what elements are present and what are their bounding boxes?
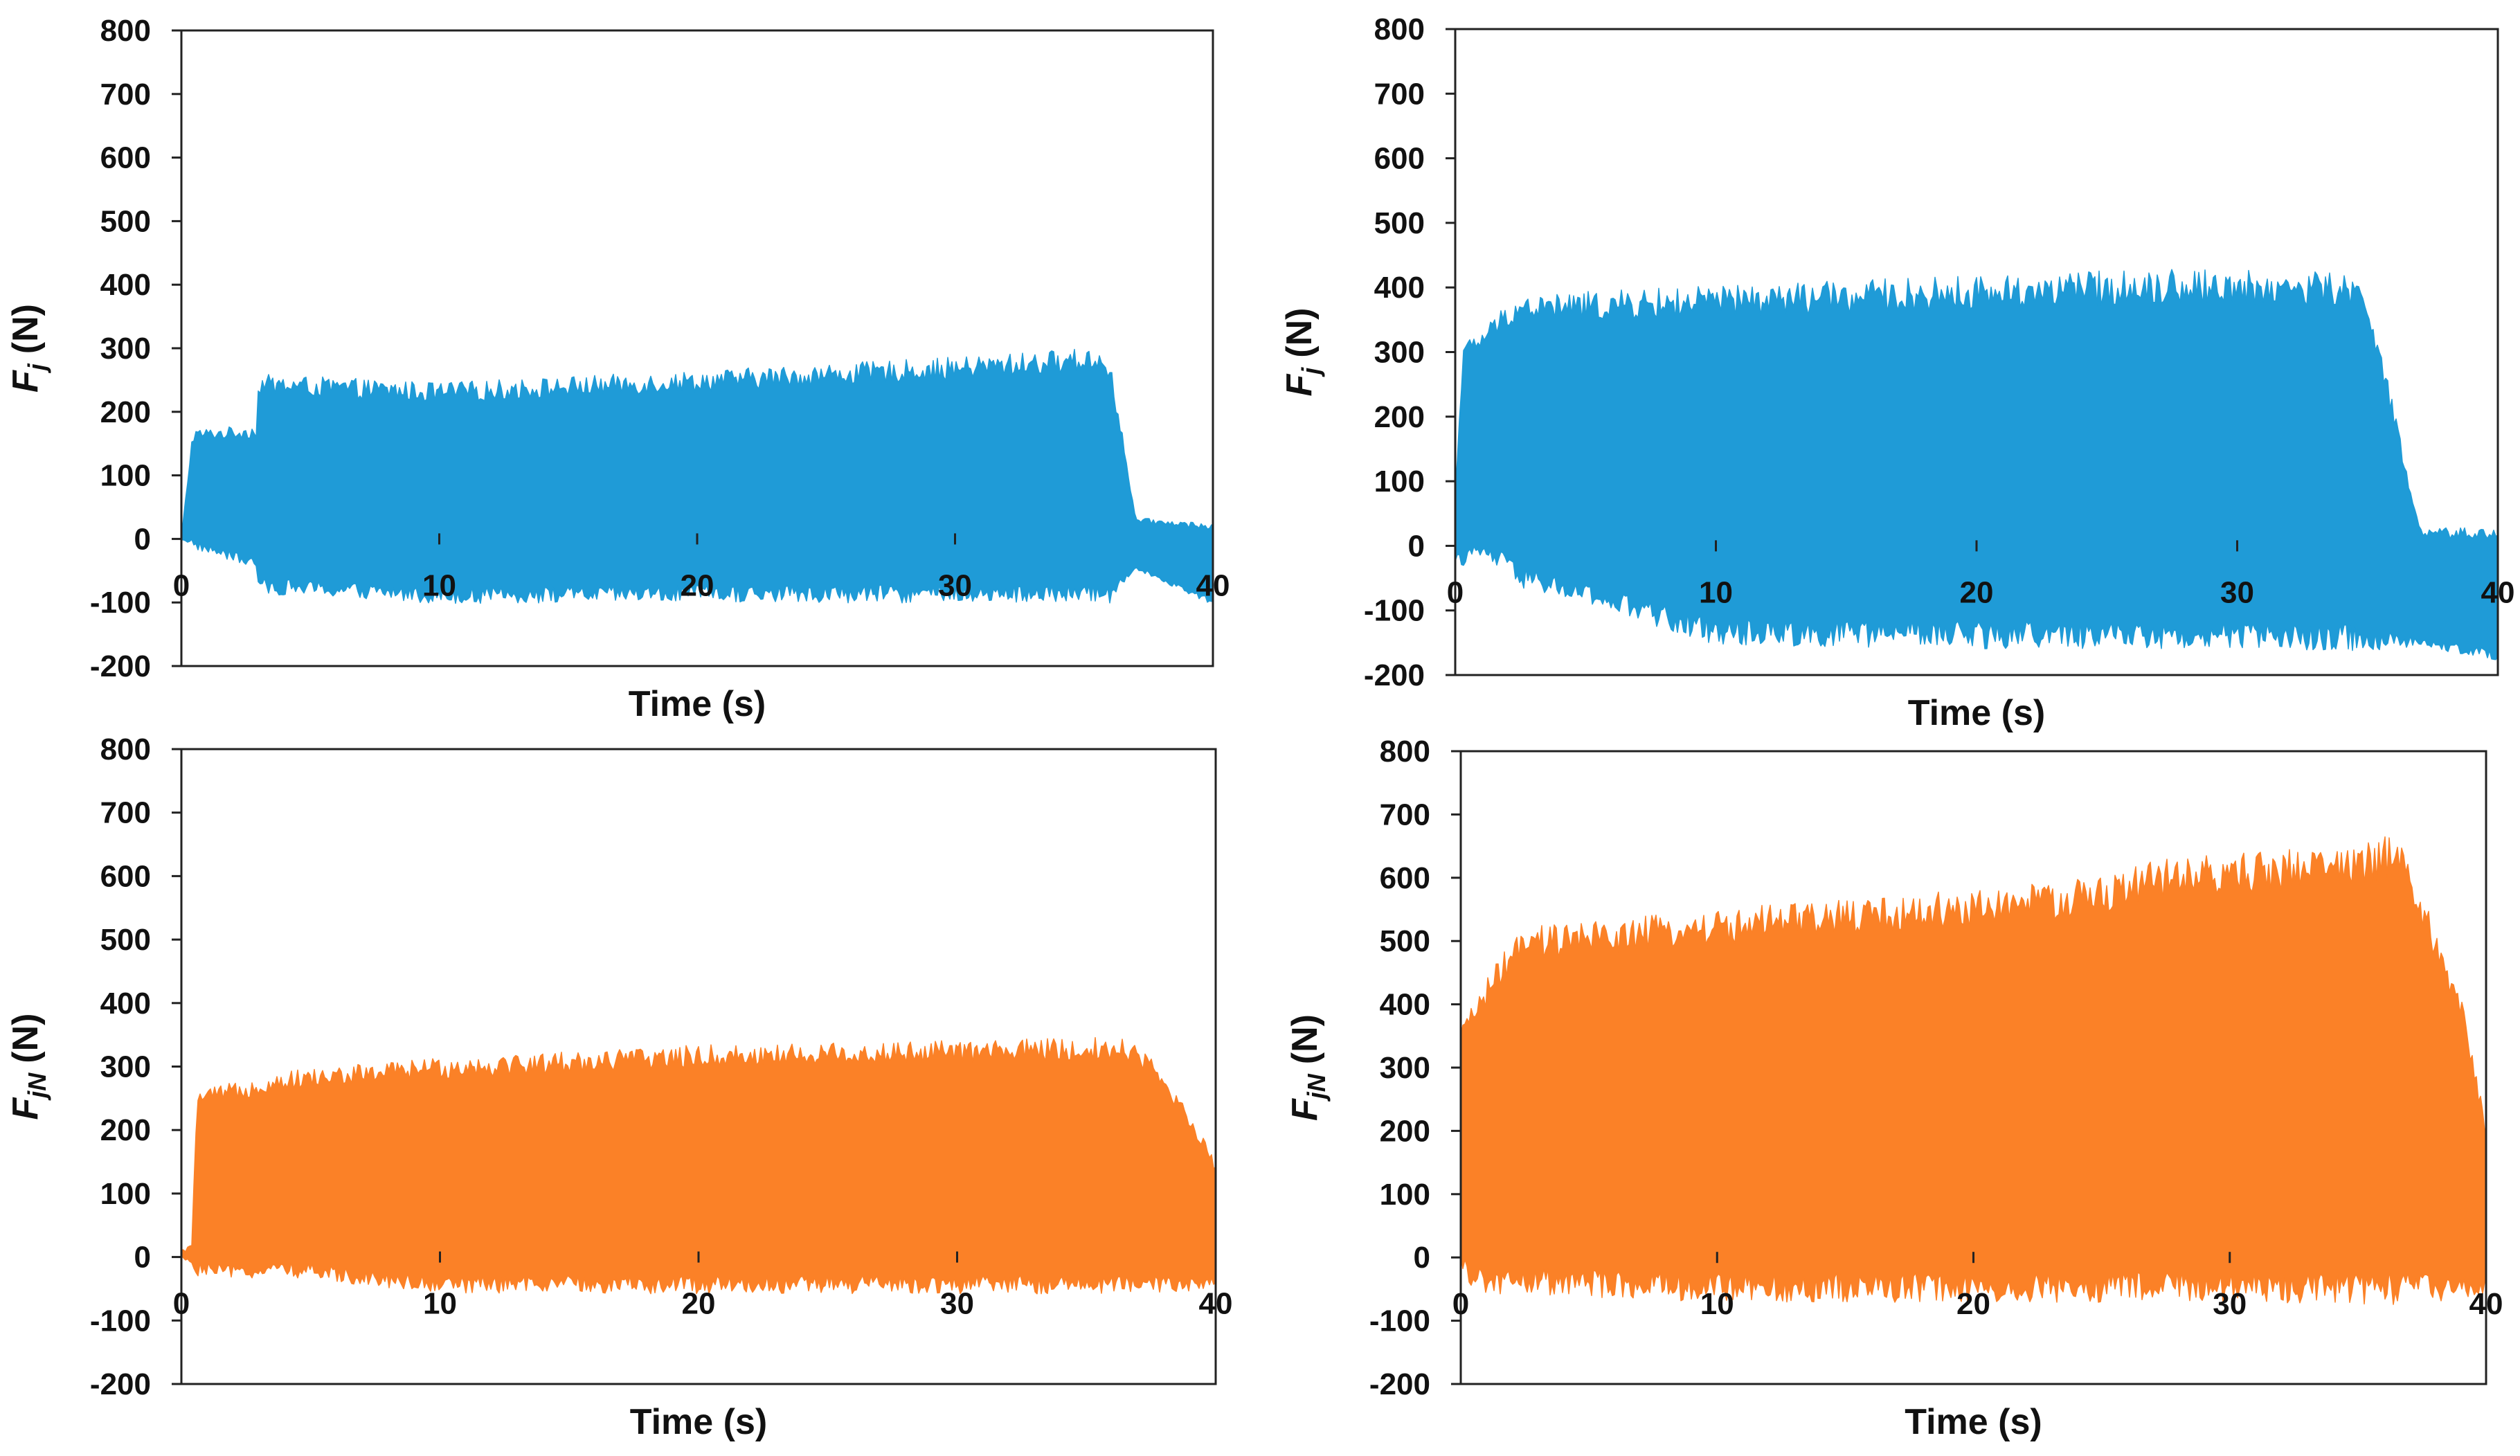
x-tick-label: 10 [1699, 575, 1733, 609]
y-axis-title: Fj (N) [1279, 308, 1325, 397]
y-tick-label: 700 [1374, 77, 1425, 111]
x-tick-label: 40 [2481, 575, 2515, 609]
y-tick-label: -200 [1364, 658, 1425, 692]
y-tick-label: 600 [1380, 861, 1430, 895]
y-axis-symbol: F [1279, 373, 1320, 396]
x-tick-label: 0 [173, 568, 190, 602]
y-tick-label: 800 [100, 733, 151, 766]
y-tick-label: 400 [100, 987, 151, 1021]
x-tick-label: 0 [173, 1287, 190, 1321]
x-tick-label: 40 [1199, 1287, 1233, 1321]
y-tick-label: 200 [1380, 1114, 1430, 1148]
y-tick-label: 200 [100, 395, 151, 429]
x-axis-title: Time (s) [630, 1402, 767, 1442]
x-tick-label: 20 [1960, 575, 1994, 609]
x-tick-label: 10 [422, 568, 456, 602]
x-axis-title: Time (s) [1908, 693, 2045, 733]
y-tick-label: 300 [100, 332, 151, 366]
y-axis-subscript: j [1297, 367, 1325, 377]
y-tick-label: 500 [1380, 924, 1430, 958]
y-tick-label: 800 [1374, 12, 1425, 46]
y-tick-label: 800 [100, 14, 151, 48]
y-tick-label: 300 [1374, 336, 1425, 370]
y-tick-label: 400 [100, 268, 151, 302]
x-tick-label: 40 [1196, 568, 1230, 602]
data-series-bottom-right-1 [1460, 836, 2485, 1305]
x-tick-label: 30 [2213, 1287, 2247, 1321]
y-tick-label: 400 [1380, 988, 1430, 1022]
y-tick-label: 100 [100, 1177, 151, 1211]
x-tick-label: 10 [423, 1287, 457, 1321]
y-axis-symbol: F [1285, 1098, 1325, 1121]
x-tick-label: 40 [2469, 1287, 2503, 1321]
x-axis-title: Time (s) [629, 684, 766, 724]
y-tick-label: -100 [1364, 594, 1425, 628]
y-tick-label: -100 [90, 586, 151, 620]
chart-panel-top-right: 800 700 600 500 400 300 200 100 0 -100 -200 0 10 20 30… [1279, 12, 2514, 733]
y-tick-label: 500 [100, 204, 151, 238]
y-tick-label: 600 [1374, 142, 1425, 176]
y-tick-label: 200 [1374, 400, 1425, 434]
y-tick-label: 400 [1374, 271, 1425, 305]
y-tick-label: 500 [100, 923, 151, 957]
y-tick-label: 700 [1380, 798, 1430, 832]
chart-panel-bottom-right: 800 700 600 500 400 300 200 100 0 -100 -200 0 10 20 30… [1285, 735, 2503, 1442]
x-tick-label: 0 [1452, 1287, 1469, 1321]
y-axis-symbol: F [6, 370, 46, 393]
x-tick-label: 10 [1700, 1287, 1734, 1321]
y-tick-label: 800 [1380, 735, 1430, 769]
y-axis-title: FjN (N) [1285, 1014, 1331, 1121]
x-tick-label: 20 [1956, 1287, 1990, 1321]
y-tick-label: 0 [1414, 1241, 1430, 1275]
y-tick-label: 200 [100, 1113, 151, 1147]
y-tick-label: 600 [100, 859, 151, 893]
y-axis-unit: (N) [1285, 1014, 1325, 1064]
y-tick-label: -100 [1369, 1304, 1430, 1338]
x-tick-label: 20 [681, 568, 714, 602]
y-axis-subscript: j [23, 363, 51, 373]
x-tick-label: 30 [940, 1287, 974, 1321]
y-tick-label: 0 [1408, 529, 1425, 563]
y-tick-label: 0 [134, 522, 151, 556]
y-axis-subscript: jN [23, 1072, 51, 1101]
y-tick-label: 0 [134, 1241, 151, 1275]
y-tick-label: 100 [1380, 1178, 1430, 1212]
y-axis-unit: (N) [6, 1014, 46, 1063]
y-axis-unit: (N) [1279, 308, 1320, 358]
y-tick-label: 100 [100, 459, 151, 493]
y-axis-title: Fj (N) [6, 304, 51, 393]
y-tick-label: 700 [100, 78, 151, 111]
x-tick-label: 20 [682, 1287, 716, 1321]
x-tick-label: 0 [1447, 575, 1464, 609]
y-tick-label: -200 [1369, 1367, 1430, 1401]
x-tick-label: 30 [2220, 575, 2254, 609]
y-tick-label: -100 [90, 1304, 151, 1338]
y-axis-title: FjN (N) [6, 1014, 51, 1120]
y-tick-label: 300 [100, 1050, 151, 1084]
y-tick-label: 600 [100, 141, 151, 175]
y-tick-label: 300 [1380, 1051, 1430, 1085]
y-tick-label: 700 [100, 796, 151, 830]
y-tick-label: 100 [1374, 465, 1425, 498]
chart-panel-bottom-left: 800 700 600 500 400 300 200 100 0 -100 -200 0 10 20 30… [6, 733, 1232, 1442]
data-series-top-left-1 [181, 348, 1212, 604]
y-axis-subscript: jN [1302, 1073, 1331, 1102]
x-axis-title: Time (s) [1905, 1402, 2042, 1442]
y-tick-label: 500 [1374, 206, 1425, 240]
y-tick-label: -200 [90, 1367, 151, 1401]
y-axis-unit: (N) [6, 304, 46, 354]
x-tick-label: 30 [938, 568, 972, 602]
chart-panel-top-left: 800 700 600 500 400 300 200 100 0 -100 -200 0 10 20 30… [6, 14, 1230, 724]
y-tick-label: -200 [90, 649, 151, 683]
y-axis-symbol: F [6, 1097, 46, 1120]
